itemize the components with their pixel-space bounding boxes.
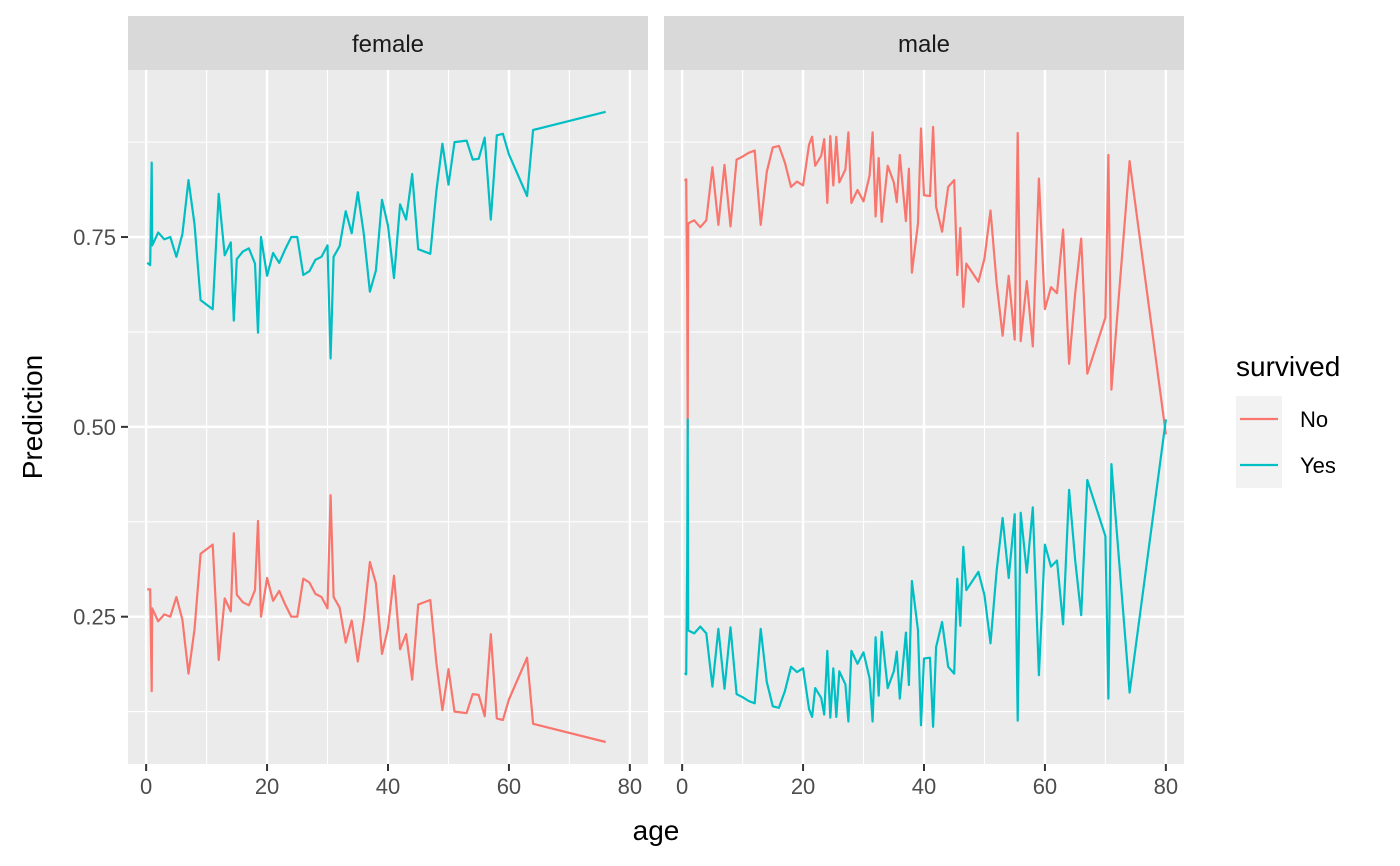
series-line-male-no <box>683 125 1167 436</box>
legend-label-no: No <box>1300 407 1328 432</box>
x-tick-label: 80 <box>618 774 642 799</box>
legend: survived No Yes <box>1236 351 1340 488</box>
x-axis-female: 0 20 40 60 80 <box>140 764 642 799</box>
legend-label-yes: Yes <box>1300 453 1336 478</box>
x-tick-label: 40 <box>912 774 936 799</box>
legend-title: survived <box>1236 351 1340 382</box>
x-axis-title: age <box>633 815 680 846</box>
strip-label-male: male <box>898 31 950 58</box>
y-tick-label: 0.75 <box>73 225 116 250</box>
series-lines-female <box>146 110 606 744</box>
gridlines-female <box>128 70 648 764</box>
y-axis-title: Prediction <box>17 355 48 480</box>
x-tick-label: 60 <box>1033 774 1057 799</box>
x-tick-label: 40 <box>376 774 400 799</box>
strip-label-female: female <box>352 31 424 58</box>
panel-female: female 0 20 40 60 80 <box>128 16 648 799</box>
x-tick-label: 20 <box>255 774 279 799</box>
x-tick-label: 0 <box>676 774 688 799</box>
strip-background-male <box>664 16 1184 70</box>
x-tick-label: 0 <box>140 774 152 799</box>
x-axis-male: 0 20 40 60 80 <box>676 764 1178 799</box>
y-axis: 0.25 0.50 0.75 <box>73 225 128 630</box>
panel-male: male 0 20 40 60 80 <box>664 16 1184 799</box>
series-line-female-no <box>147 494 606 744</box>
strip-background-female <box>128 16 648 70</box>
x-tick-label: 20 <box>791 774 815 799</box>
series-line-male-yes <box>683 418 1167 728</box>
y-tick-label: 0.25 <box>73 605 116 630</box>
x-tick-label: 80 <box>1154 774 1178 799</box>
series-lines-male <box>683 125 1167 728</box>
y-tick-label: 0.50 <box>73 415 116 440</box>
series-line-female-yes <box>146 110 606 360</box>
x-tick-label: 60 <box>497 774 521 799</box>
